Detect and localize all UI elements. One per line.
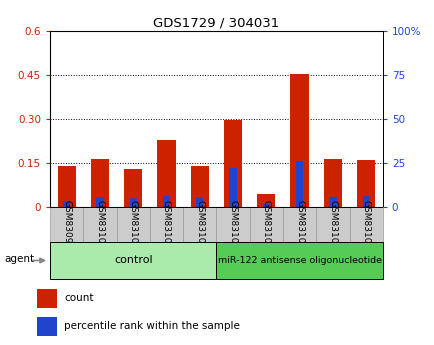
Text: percentile rank within the sample: percentile rank within the sample — [64, 321, 240, 331]
Text: GSM83108: GSM83108 — [361, 200, 370, 249]
Bar — [224, 120, 242, 207]
Text: control: control — [114, 256, 152, 265]
Bar — [50, 207, 83, 242]
Bar — [316, 207, 349, 242]
Bar — [91, 159, 109, 207]
Text: GSM83103: GSM83103 — [195, 200, 204, 249]
Bar — [256, 194, 275, 207]
Title: GDS1729 / 304031: GDS1729 / 304031 — [153, 17, 279, 30]
Text: GSM83102: GSM83102 — [161, 200, 171, 249]
Bar — [216, 241, 382, 279]
Bar — [262, 204, 270, 207]
Bar — [149, 207, 183, 242]
Text: GSM83090: GSM83090 — [62, 200, 71, 249]
Text: GSM83101: GSM83101 — [128, 200, 138, 249]
Bar — [356, 160, 375, 207]
Bar — [129, 198, 137, 207]
Bar — [329, 197, 336, 207]
Bar — [290, 73, 308, 207]
Bar — [295, 161, 302, 207]
Text: agent: agent — [4, 254, 34, 264]
Bar — [229, 168, 236, 207]
Bar — [362, 196, 369, 207]
Bar — [57, 166, 76, 207]
Bar — [83, 207, 116, 242]
Bar — [50, 241, 216, 279]
Bar — [37, 289, 56, 307]
Text: GSM83107: GSM83107 — [328, 200, 337, 249]
Bar — [157, 139, 175, 207]
Bar — [96, 197, 103, 207]
Bar — [37, 317, 56, 336]
Bar — [196, 197, 203, 207]
Bar — [283, 207, 316, 242]
Text: GSM83100: GSM83100 — [95, 200, 104, 249]
Bar — [183, 207, 216, 242]
Bar — [323, 159, 341, 207]
Text: GSM83104: GSM83104 — [228, 200, 237, 249]
Bar — [63, 201, 70, 207]
Bar — [124, 169, 142, 207]
Bar — [116, 207, 149, 242]
Bar — [162, 196, 170, 207]
Bar — [249, 207, 283, 242]
Text: count: count — [64, 293, 94, 303]
Text: GSM83105: GSM83105 — [261, 200, 270, 249]
Text: GSM83106: GSM83106 — [294, 200, 303, 249]
Text: miR-122 antisense oligonucleotide: miR-122 antisense oligonucleotide — [217, 256, 381, 265]
Bar — [190, 166, 208, 207]
Bar — [349, 207, 382, 242]
Bar — [216, 207, 249, 242]
